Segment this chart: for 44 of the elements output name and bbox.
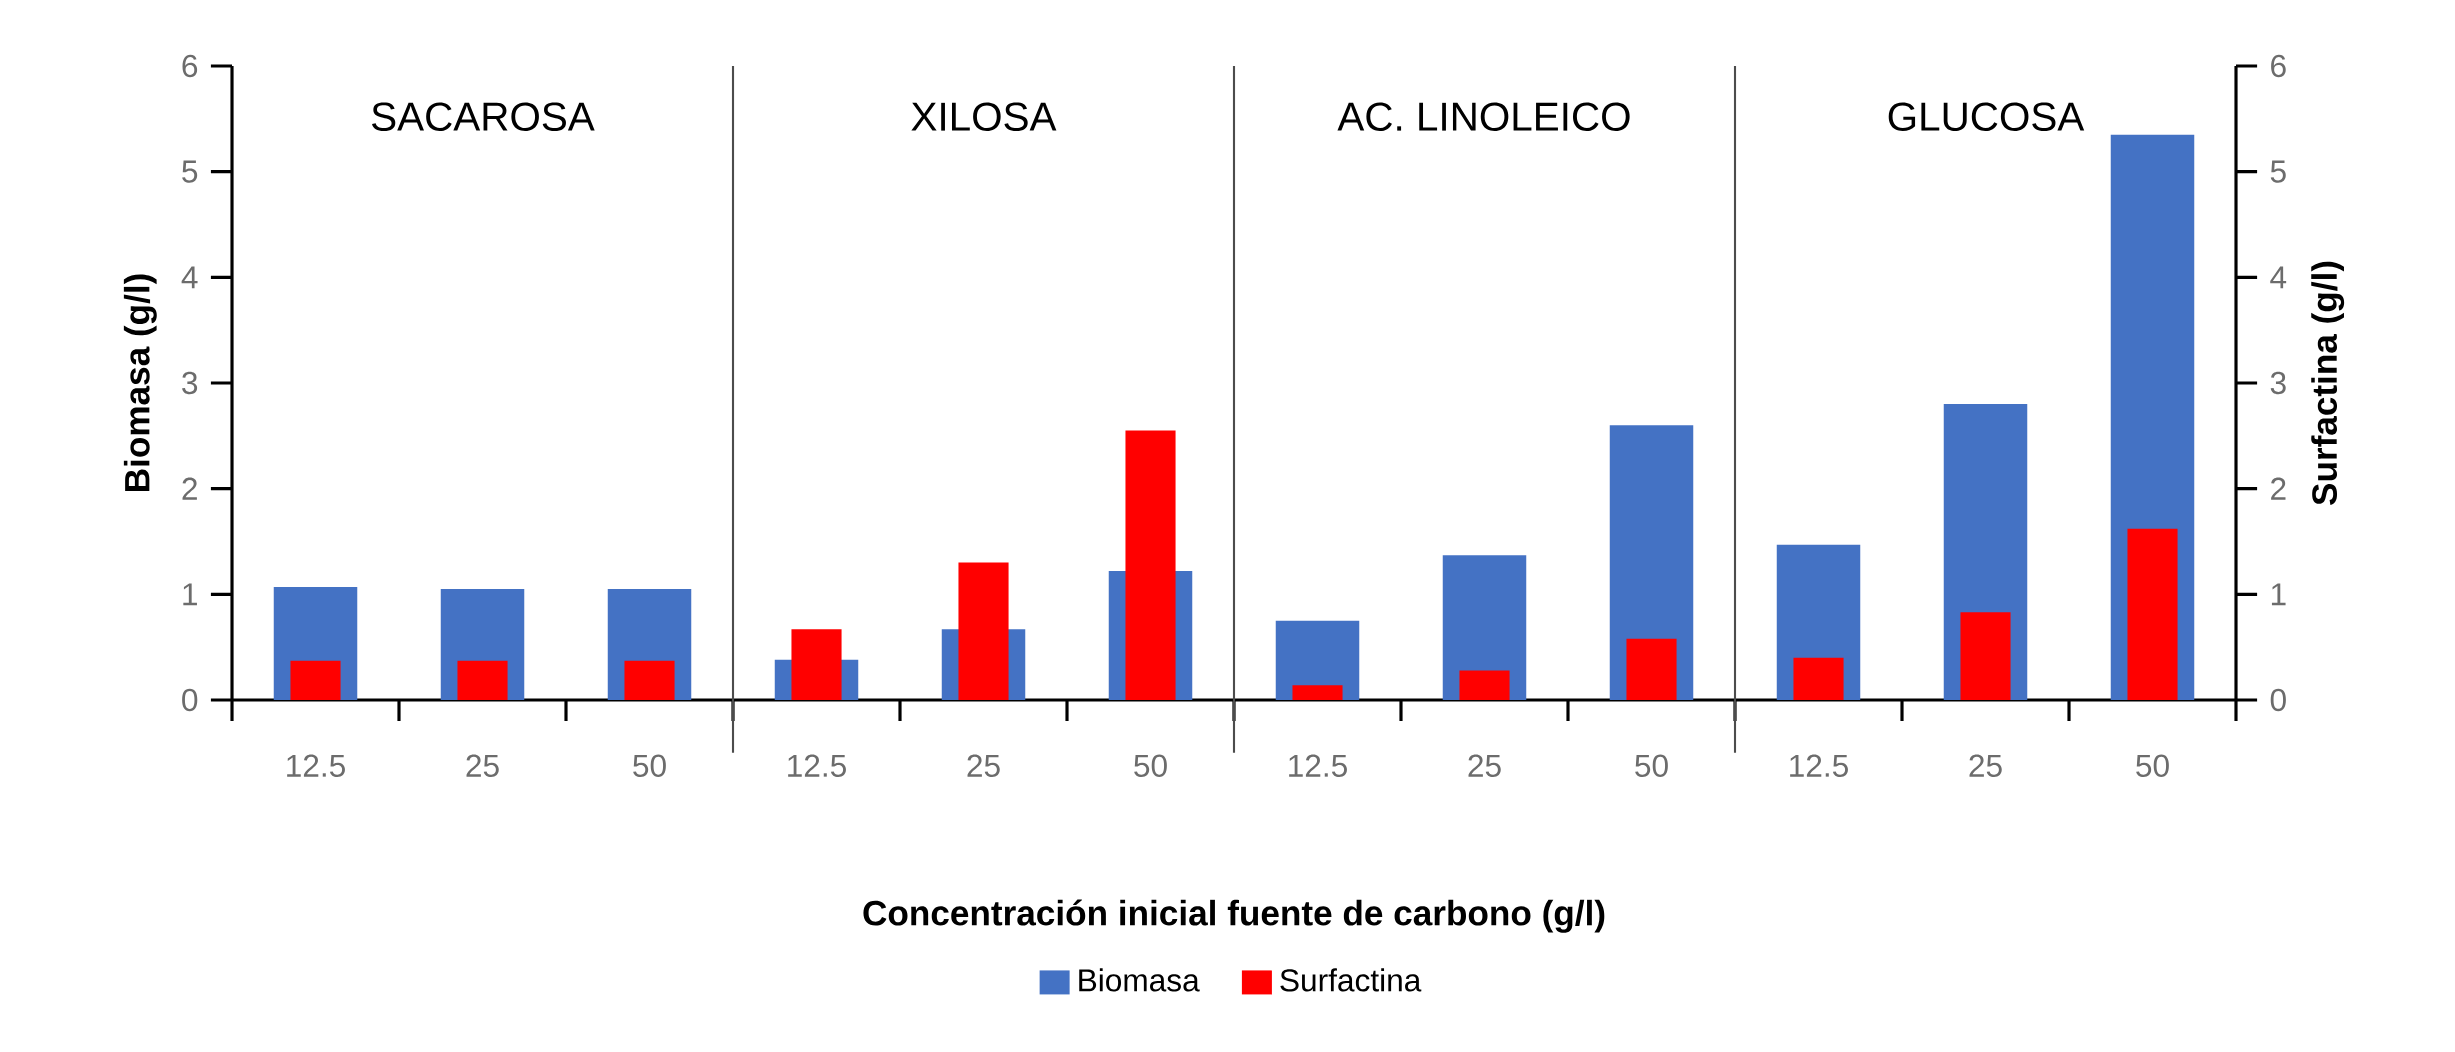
y2-tick-label: 2: [2271, 477, 2286, 500]
y-tick-label: 0: [182, 688, 198, 712]
x-tick-label: 50: [633, 754, 666, 777]
bar: [1626, 638, 1677, 700]
bar: [290, 660, 341, 700]
y-tick-label: 1: [183, 583, 197, 606]
y2-axis-title: Surfactina (g/l): [2311, 261, 2345, 506]
x-tick-label: 25: [1468, 754, 1501, 777]
y-axis-title: Biomasa (g/l): [123, 274, 157, 491]
legend-label: Surfactina: [1280, 968, 1422, 992]
y-tick-label: 5: [182, 160, 198, 183]
annotation: SACAROSA: [372, 102, 595, 132]
bar: [1292, 685, 1343, 700]
y2-tick-label: 3: [2270, 371, 2286, 395]
bar: [1960, 612, 2011, 700]
y-tick-label: 4: [181, 266, 198, 289]
bar: [2127, 528, 2178, 700]
y2-tick-label: 0: [2270, 688, 2286, 712]
x-tick-label: 50: [1635, 754, 1668, 777]
annotation: XILOSA: [911, 102, 1057, 132]
y2-tick-label: 5: [2270, 160, 2286, 183]
x-tick-label: 25: [967, 754, 1000, 777]
annotation: AC. LINOLEICO: [1337, 102, 1630, 132]
y-tick-label: 2: [182, 477, 197, 500]
x-tick-label: 50: [2136, 754, 2169, 777]
y-tick-label: 3: [182, 371, 198, 395]
legend-label: Biomasa: [1079, 968, 1200, 992]
x-tick-label: 25: [466, 754, 499, 777]
x-axis-title: Concentración inicial fuente de carbono (g/l): [863, 899, 1605, 933]
x-tick-label: 12.5: [1790, 754, 1848, 777]
x-tick-label: 25: [1969, 754, 2002, 777]
bar: [624, 660, 675, 700]
x-tick-label: 12.5: [788, 754, 846, 777]
bar: [1793, 657, 1844, 700]
annotation: GLUCOSA: [1888, 102, 2085, 132]
x-tick-label: 12.5: [287, 754, 345, 777]
y2-tick-label: 1: [2271, 583, 2286, 606]
x-tick-label: 12.5: [1289, 754, 1347, 777]
bar: [1459, 670, 1510, 700]
y2-tick-label: 6: [2271, 54, 2286, 78]
bar: [457, 660, 508, 700]
x-tick-label: 50: [1134, 754, 1167, 777]
y2-tick-label: 4: [2270, 266, 2287, 289]
y-tick-label: 6: [182, 54, 198, 78]
